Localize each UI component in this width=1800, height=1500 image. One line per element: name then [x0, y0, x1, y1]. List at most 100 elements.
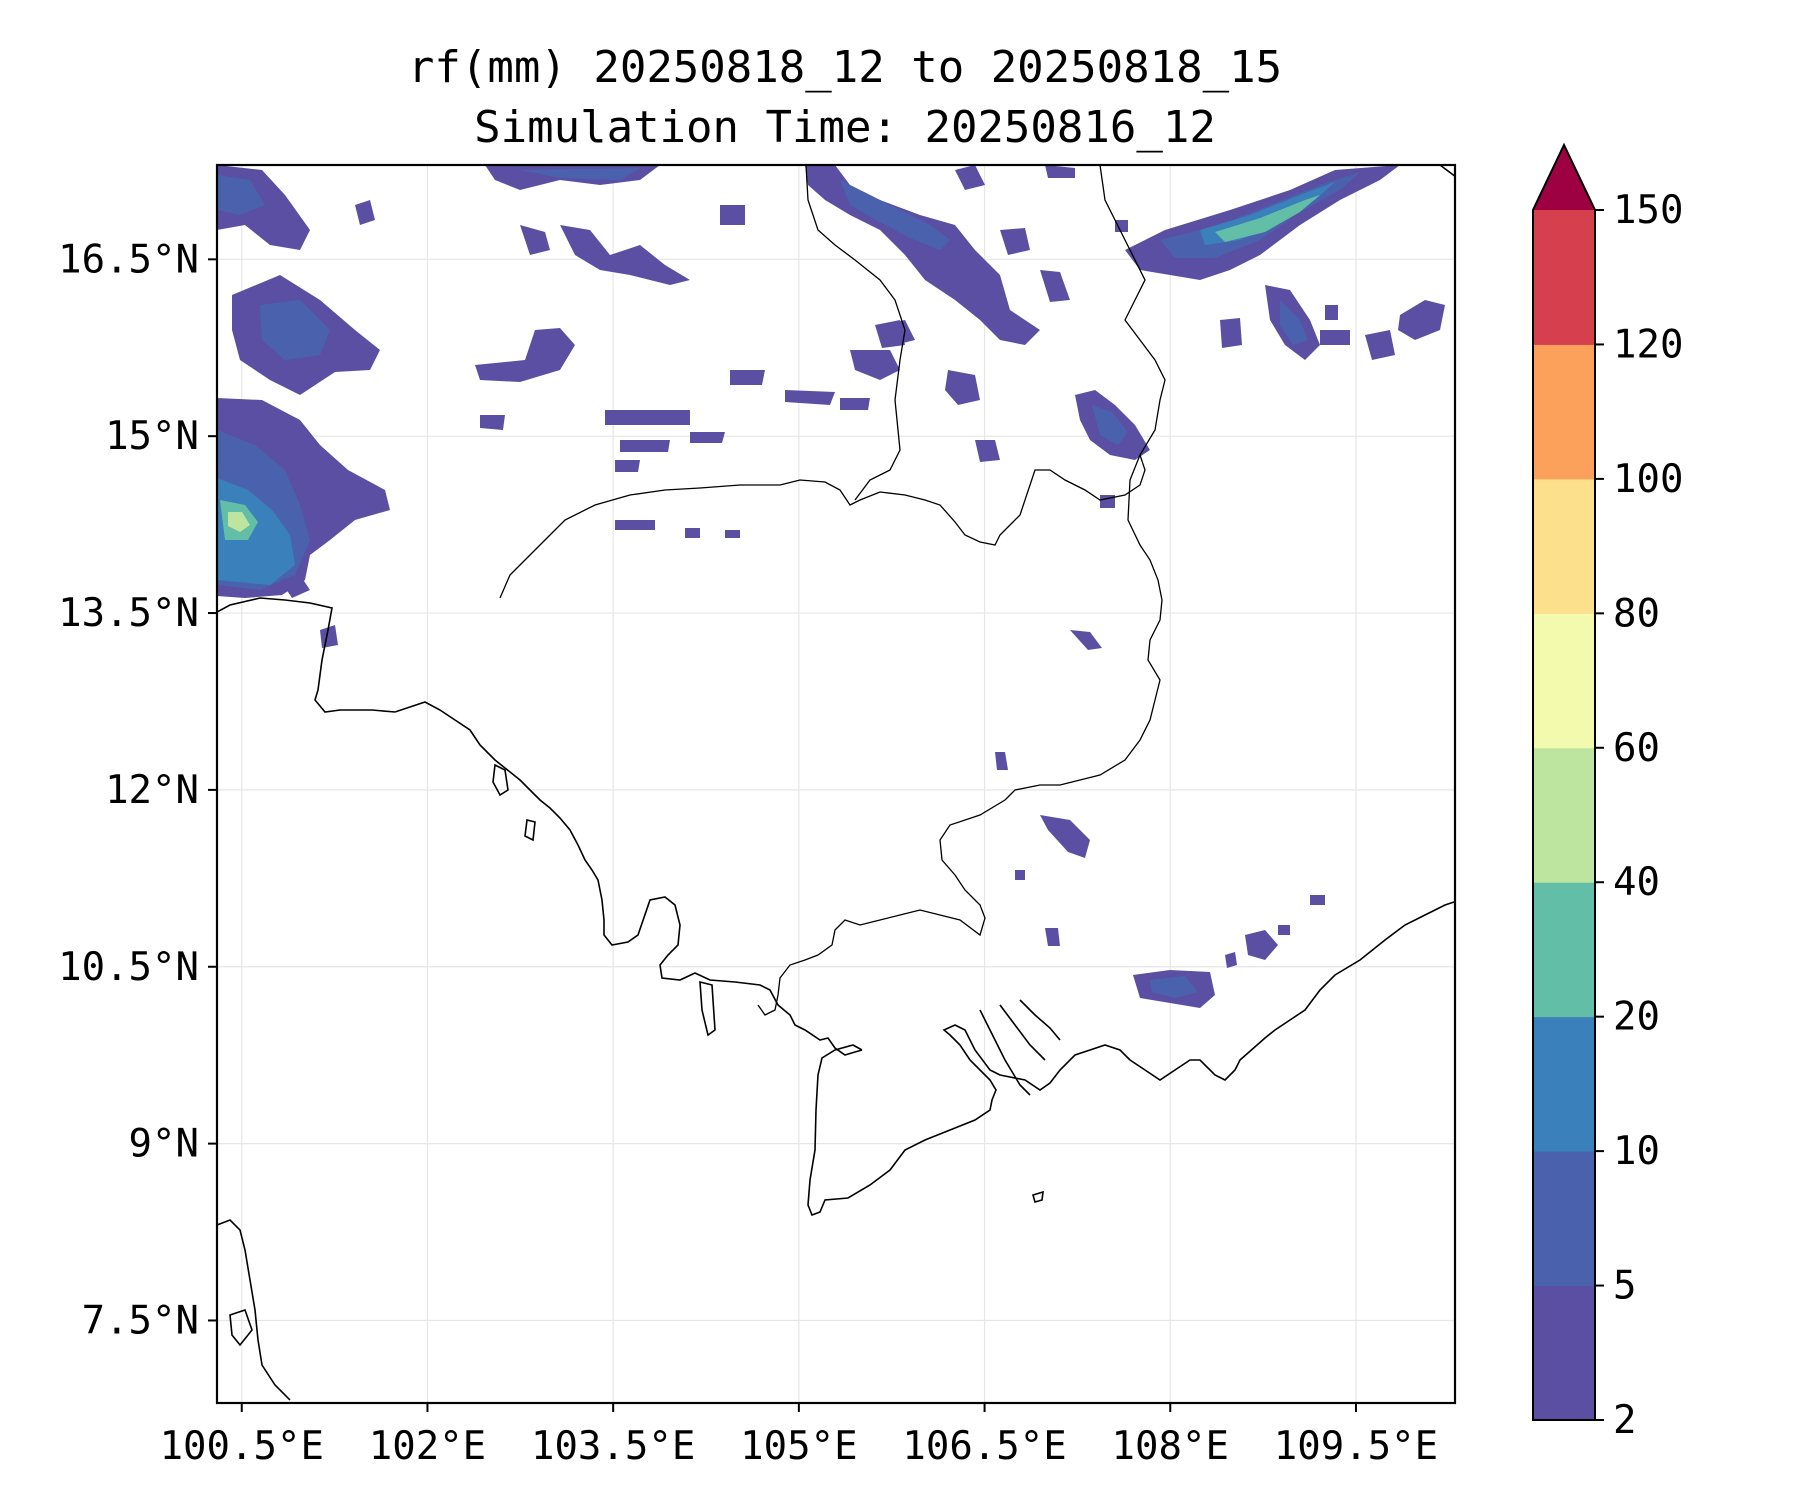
rain-blob-28 — [1115, 220, 1128, 232]
rain-area-laos-5 — [1040, 270, 1070, 302]
colorbar-segment — [1533, 1016, 1595, 1152]
colorbar-label: 80 — [1613, 591, 1660, 636]
rain-blob-11 — [725, 530, 740, 538]
y-tick-label: 16.5°N — [58, 237, 199, 282]
rain-blob-3 — [320, 625, 338, 648]
rain-blob-7 — [690, 432, 725, 443]
coastline-thai-west — [217, 597, 863, 1056]
colorbar-label: 150 — [1613, 188, 1683, 233]
rain-blob-26 — [1398, 300, 1445, 340]
rain-area-west-5 — [228, 512, 250, 532]
title-line-2: Simulation Time: 20250816_12 — [474, 102, 1216, 153]
rain-area-vn-coast-5b — [1280, 300, 1308, 345]
y-tick-label: 15°N — [105, 414, 199, 459]
rain-blob-29 — [1070, 630, 1102, 650]
rain-blob-27 — [1325, 305, 1338, 320]
colorbar-segment — [1533, 344, 1595, 480]
rain-blob-30 — [995, 752, 1008, 770]
rain-blob-25 — [1365, 330, 1395, 360]
rain-blob-34b — [1150, 976, 1198, 998]
rain-area-laos-band-2 — [840, 180, 950, 250]
rain-blob-19 — [975, 440, 1000, 462]
colorbar-segment — [1533, 613, 1595, 749]
rain-blob-9 — [615, 520, 655, 530]
rain-blob-12 — [730, 370, 765, 385]
island-1 — [229, 1308, 253, 1347]
mekong-delta-1 — [979, 1009, 1031, 1096]
island-2 — [492, 763, 509, 797]
x-tick-label: 105°E — [740, 1424, 857, 1469]
border-thai-laos — [805, 165, 906, 501]
rain-blob-15 — [720, 205, 745, 225]
y-tick-label: 7.5°N — [82, 1298, 199, 1343]
coastline-gulf-thai-south — [217, 1219, 291, 1401]
colorbar-label: 20 — [1613, 995, 1660, 1040]
rain-area-w-mid-2 — [260, 300, 330, 360]
colorbar-label: 2 — [1613, 1398, 1636, 1443]
rain-blob-32 — [1015, 870, 1025, 880]
border-cambodia-thailand — [499, 454, 1146, 599]
rain-blob-18 — [945, 370, 980, 405]
rain-area-nw-2 — [217, 175, 265, 215]
rain-blob-38 — [1278, 925, 1290, 935]
rain-blob-13 — [785, 390, 835, 405]
rain-blob-5 — [605, 410, 690, 425]
map-title: rf(mm) 20250818_12 to 20250818_15 Simula… — [0, 38, 1690, 158]
island-5 — [1032, 1190, 1044, 1203]
map-frame — [215, 163, 1457, 1405]
colorbar-label: 40 — [1613, 860, 1660, 905]
rain-blob-23 — [1220, 318, 1242, 348]
map-area — [217, 165, 1455, 1403]
rain-area-laos-3 — [955, 165, 985, 190]
colorbar-label: 5 — [1613, 1264, 1636, 1309]
rain-blob-10 — [685, 528, 700, 538]
country-borders — [499, 165, 1166, 1016]
y-tick-label: 13.5°N — [58, 591, 199, 636]
rain-area-laos-4 — [1000, 228, 1030, 255]
colorbar-label: 10 — [1613, 1129, 1660, 1174]
rain-blob-1 — [355, 200, 375, 225]
mekong-delta-2 — [999, 1004, 1046, 1061]
y-tick-label: 9°N — [129, 1122, 199, 1167]
coastlines — [217, 165, 1455, 1401]
rain-area-north-band-2 — [520, 168, 640, 180]
rain-blob-36 — [1225, 952, 1237, 968]
y-axis: 16.5°N 15°N 13.5°N 12°N 10.5°N 9°N 7.5°N — [58, 237, 217, 1343]
x-tick-label: 109.5°E — [1274, 1424, 1438, 1469]
x-tick-label: 108°E — [1112, 1424, 1229, 1469]
rain-blob-4 — [480, 415, 505, 430]
x-axis: 100.5°E 102°E 103.5°E 105°E 106.5°E 108°E 109.… — [160, 1403, 1438, 1469]
colorbar-label: 60 — [1613, 726, 1660, 771]
x-tick-label: 106.5°E — [902, 1424, 1066, 1469]
x-tick-label: 100.5°E — [160, 1424, 324, 1469]
island-4 — [699, 980, 716, 1037]
x-tick-label: 103.5°E — [531, 1424, 695, 1469]
rain-blob-37 — [1310, 895, 1325, 905]
rain-area-mid-thai — [475, 328, 575, 382]
rain-blob-6 — [620, 440, 670, 452]
rain-area-north-2 — [560, 225, 690, 285]
rain-blob-8 — [615, 460, 640, 472]
rain-blob-20 — [880, 320, 915, 345]
colorbar: 2 5 10 20 40 60 80 100 120 150 — [1532, 142, 1683, 1443]
border-cambodia-vietnam — [757, 799, 1006, 1016]
rain-blob-35 — [1245, 930, 1278, 960]
colorbar-outline — [1532, 142, 1596, 1421]
x-tick-label: 102°E — [369, 1424, 486, 1469]
rain-blob-2 — [280, 575, 310, 598]
colorbar-label: 100 — [1613, 457, 1683, 502]
rainfall-contours — [217, 165, 1445, 1008]
rain-blob-16 — [850, 350, 900, 380]
coastline-gulf — [807, 900, 1455, 1217]
border-laos-vietnam — [1004, 165, 1166, 801]
y-tick-label: 12°N — [105, 768, 199, 813]
colorbar-segment — [1533, 882, 1595, 1018]
colorbar-segment — [1533, 478, 1595, 614]
rain-blob-33 — [1045, 928, 1060, 946]
rain-area-vn-coast-4 — [1215, 195, 1320, 242]
title-line-1: rf(mm) 20250818_12 to 20250818_15 — [407, 42, 1283, 93]
colorbar-extend-arrow — [1533, 145, 1595, 210]
rain-blob-14 — [840, 398, 870, 410]
rain-area-laos-6-2 — [1092, 405, 1128, 445]
